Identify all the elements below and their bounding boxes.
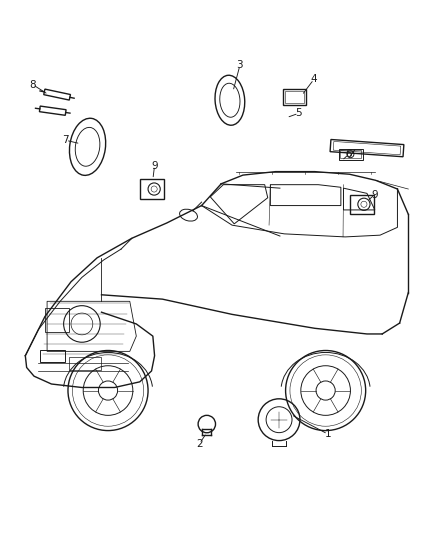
Bar xyxy=(140,180,164,199)
Text: 6: 6 xyxy=(346,149,352,159)
Bar xyxy=(339,149,363,160)
Bar xyxy=(45,308,69,332)
Text: 8: 8 xyxy=(29,79,36,90)
Bar xyxy=(285,91,304,103)
Bar xyxy=(340,150,361,158)
Text: 9: 9 xyxy=(151,160,158,171)
Text: 2: 2 xyxy=(196,439,203,449)
Bar xyxy=(350,195,374,214)
Text: 9: 9 xyxy=(371,190,378,200)
Text: 5: 5 xyxy=(295,108,302,118)
Bar xyxy=(40,350,65,362)
Text: 4: 4 xyxy=(311,75,317,84)
Bar xyxy=(283,89,306,104)
Text: 1: 1 xyxy=(325,429,331,439)
Bar xyxy=(69,358,102,370)
Text: 3: 3 xyxy=(237,60,243,70)
Text: 7: 7 xyxy=(63,135,69,146)
